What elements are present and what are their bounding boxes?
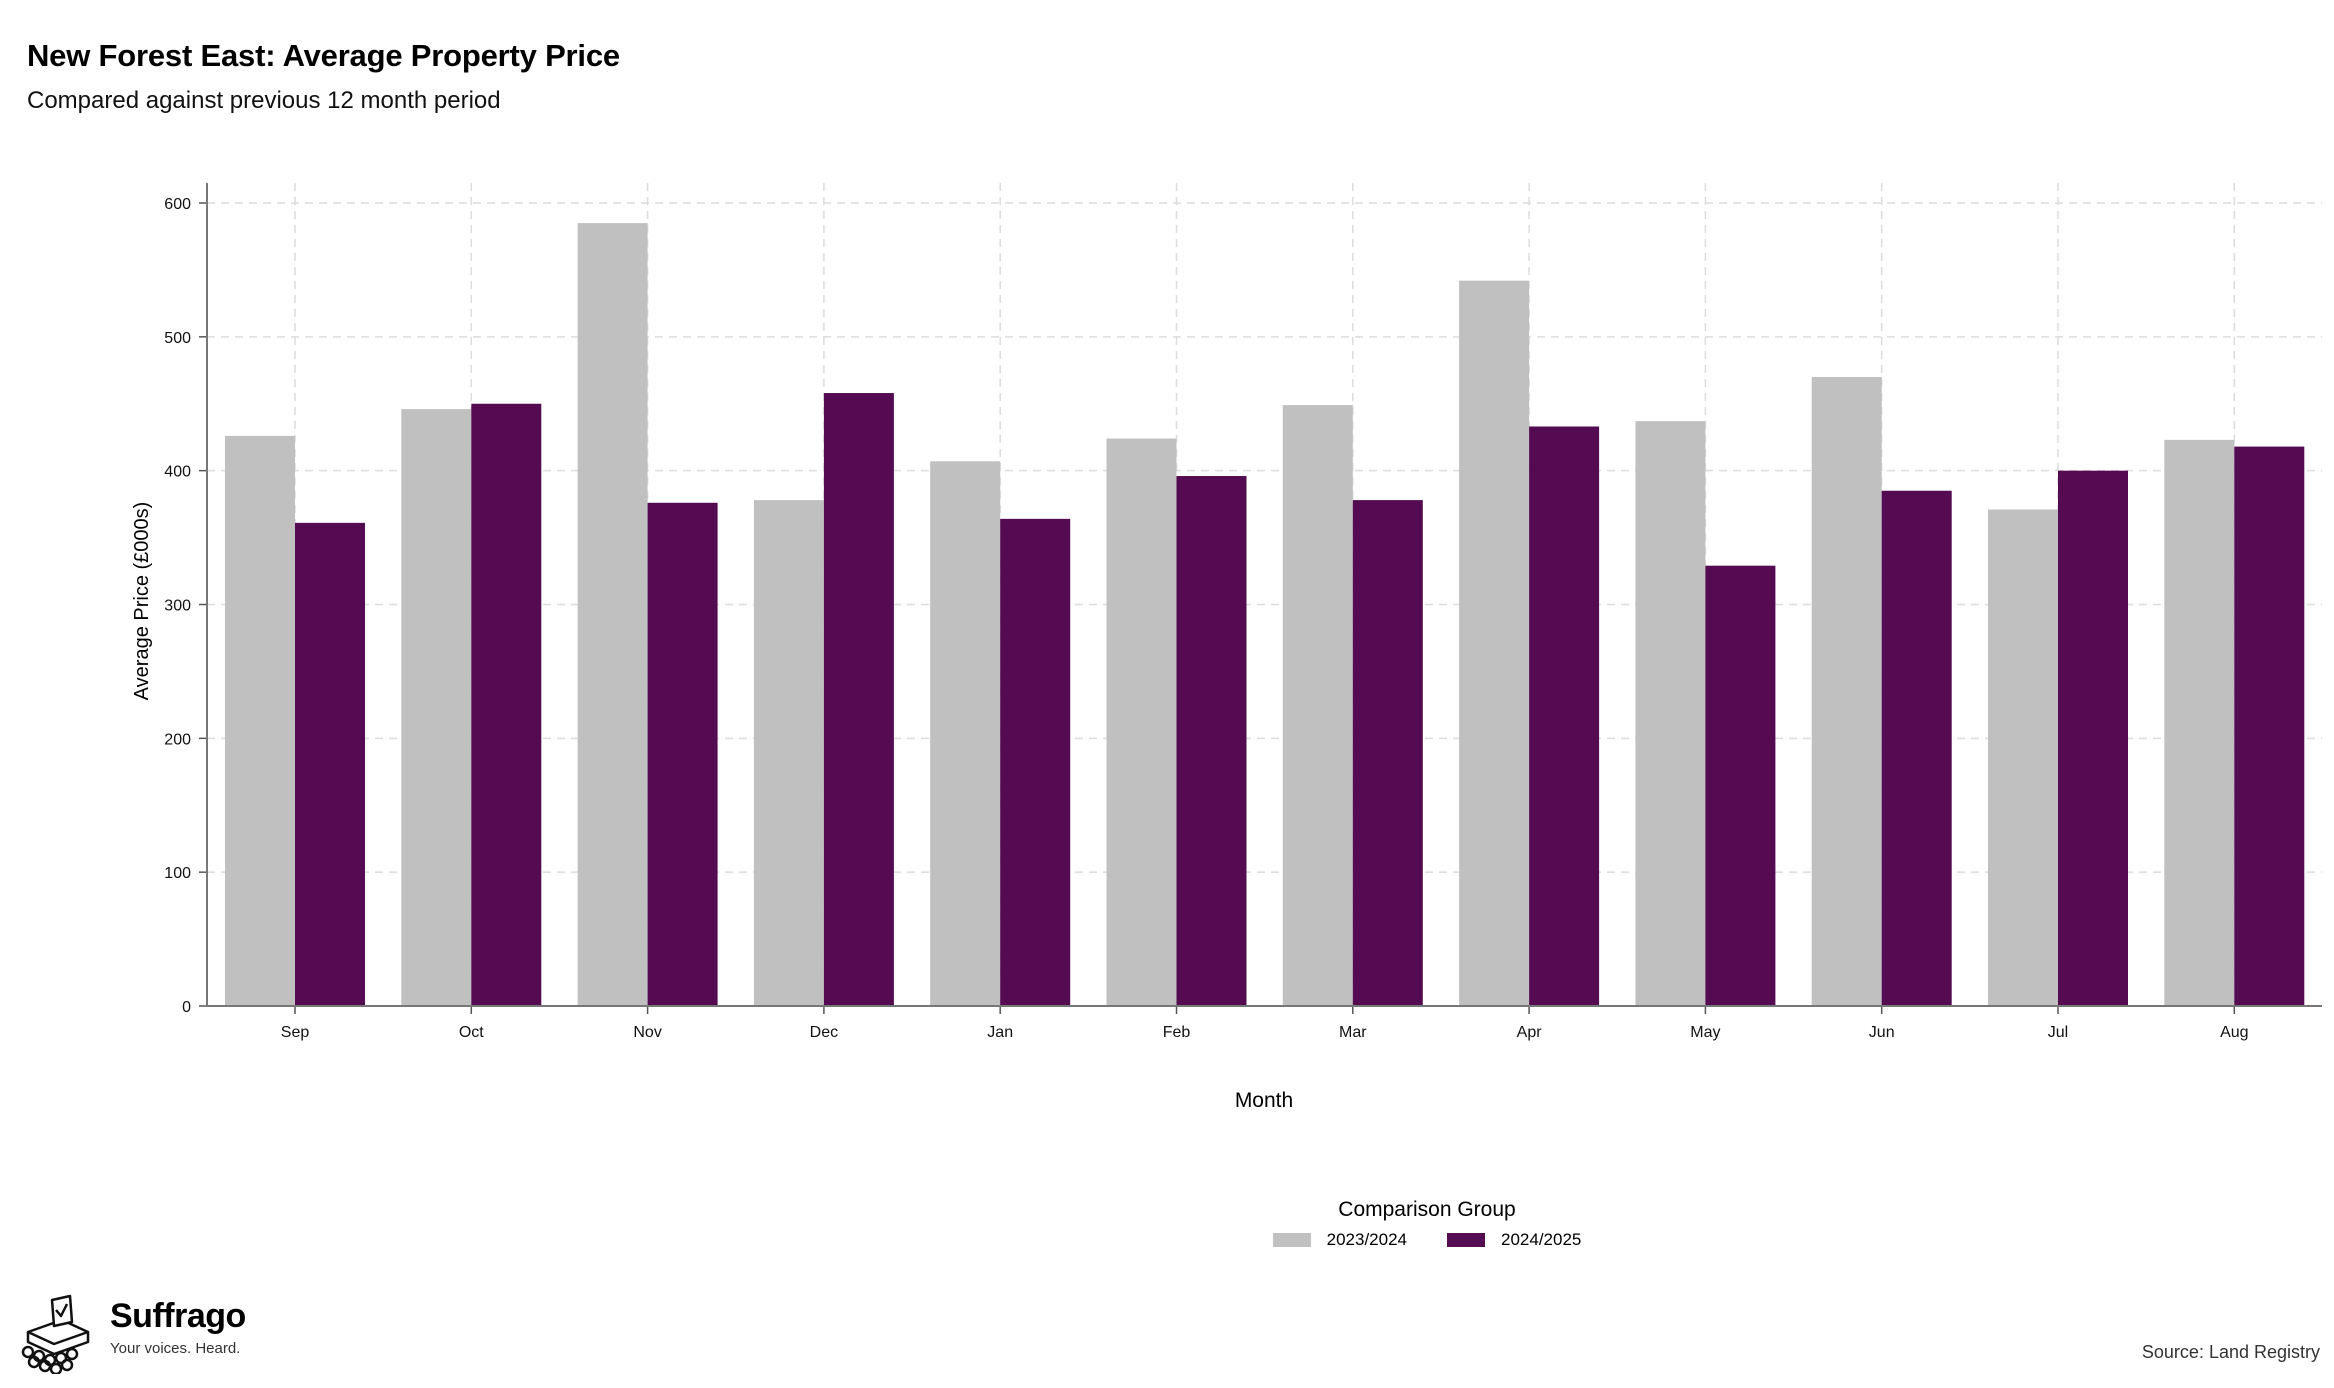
bar-2023-2024-aug — [2164, 439, 2235, 1006]
bar-2023-2024-nov — [577, 223, 648, 1006]
y-tick-label: 600 — [164, 196, 191, 213]
brand-name: Suffrago — [110, 1297, 246, 1335]
y-tick-label: 400 — [164, 464, 191, 481]
bar-2024-2025-mar — [1352, 500, 1423, 1006]
bar-2024-2025-dec — [823, 393, 894, 1006]
ballot-box-icon — [21, 1294, 90, 1374]
legend-swatch-2024-2025 — [1447, 1233, 1485, 1247]
bar-2023-2024-oct — [401, 409, 472, 1006]
chart-subtitle: Compared against previous 12 month perio… — [27, 87, 501, 114]
legend-label-2024-2025: 2024/2025 — [1501, 1230, 1582, 1249]
legend-label-2023-2024: 2023/2024 — [1326, 1230, 1407, 1249]
x-tick-label: May — [1690, 1024, 1720, 1041]
y-tick-label: 100 — [164, 865, 191, 882]
x-tick-label: Oct — [459, 1024, 484, 1041]
bar-2023-2024-mar — [1282, 405, 1353, 1006]
chart-title: New Forest East: Average Property Price — [27, 38, 620, 73]
x-tick-label: Nov — [633, 1024, 661, 1041]
axes: 0 100 200 300 400 500 600 Sep Oct Nov Dec Jan Feb Mar… — [164, 183, 2322, 1041]
bar-2023-2024-jan — [930, 461, 1001, 1006]
x-tick-label: Jun — [1869, 1024, 1895, 1041]
bar-2024-2025-jul — [2058, 470, 2128, 1007]
x-tick-label: Jul — [2048, 1024, 2068, 1041]
bar-2023-2024-may — [1635, 421, 1706, 1007]
x-tick-label: Sep — [281, 1024, 310, 1041]
legend: Comparison Group 2023/2024 2024/2025 — [0, 1198, 2334, 1250]
legend-swatch-2023-2024 — [1272, 1233, 1311, 1247]
x-tick-label: Feb — [1163, 1024, 1191, 1041]
bar-2024-2025-jun — [1881, 490, 1952, 1006]
y-tick-label: 200 — [164, 731, 191, 748]
bar-2024-2025-may — [1705, 565, 1776, 1006]
x-tick-label: Jan — [987, 1024, 1013, 1041]
bar-2024-2025-feb — [1176, 476, 1247, 1006]
suffrago-logo: Suffrago Your voices. Heard. — [14, 1292, 246, 1374]
bar-2023-2024-sep — [225, 435, 295, 1006]
legend-item-2023-2024: 2023/2024 — [1272, 1230, 1407, 1250]
bar-2023-2024-jul — [1988, 509, 2058, 1006]
bar-2023-2024-feb — [1106, 438, 1177, 1007]
y-tick-label: 300 — [164, 598, 191, 615]
x-tick-label: Aug — [2220, 1024, 2248, 1041]
x-axis-label: Month — [1235, 1089, 1293, 1112]
y-tick-label: 500 — [164, 330, 191, 347]
y-tick-label: 0 — [182, 999, 191, 1016]
y-axis-label: Average Price (£000s) — [131, 502, 153, 701]
bar-2023-2024-dec — [753, 500, 824, 1006]
bar-2024-2025-oct — [471, 403, 542, 1006]
legend-title: Comparison Group — [1338, 1198, 1516, 1221]
bar-2023-2024-apr — [1459, 280, 1530, 1007]
bar-2024-2025-nov — [647, 502, 718, 1006]
bars — [225, 223, 2305, 1007]
bar-2024-2025-aug — [2234, 446, 2305, 1006]
legend-item-2024-2025: 2024/2025 — [1447, 1230, 1581, 1250]
bar-2023-2024-jun — [1811, 376, 1882, 1006]
bar-2024-2025-apr — [1529, 426, 1600, 1006]
bar-2024-2025-jan — [1000, 518, 1071, 1006]
x-tick-label: Dec — [810, 1024, 838, 1041]
x-tick-label: Mar — [1339, 1024, 1367, 1041]
x-tick-label: Apr — [1517, 1024, 1543, 1041]
brand-tagline: Your voices. Heard. — [110, 1340, 241, 1357]
source-note: Source: Land Registry — [2141, 1342, 2320, 1362]
bar-2024-2025-sep — [295, 522, 365, 1006]
